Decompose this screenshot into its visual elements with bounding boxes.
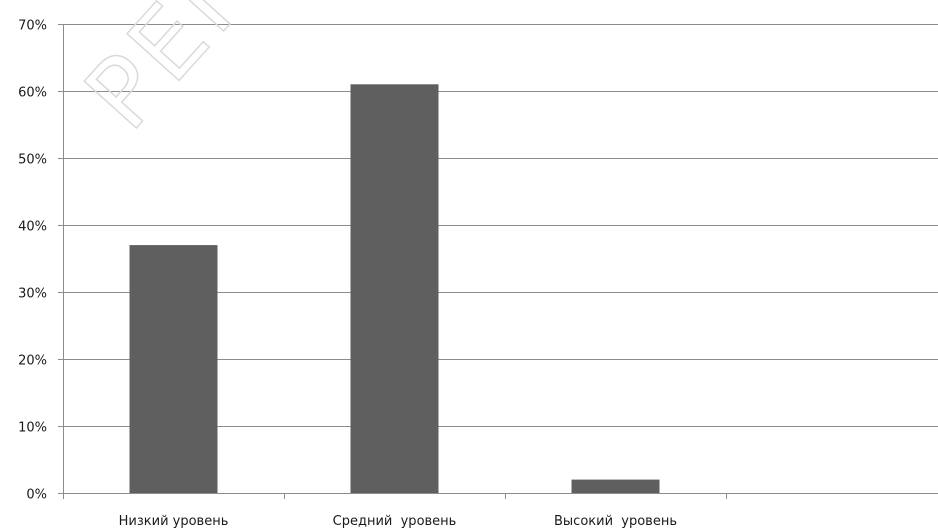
y-axis: 0% 10% 20% 30% 40% 50% 60% 70% [18, 19, 64, 503]
x-axis: Низкий уровень Средний уровень Высокий уро… [63, 493, 938, 529]
x-tick-label: Низкий уровень [119, 514, 229, 529]
y-tick-label: 0% [26, 488, 47, 503]
y-tick-label: 10% [18, 421, 47, 436]
y-tick-label: 40% [18, 220, 47, 235]
x-tick-label: Средний уровень [333, 514, 457, 529]
y-tick-label: 20% [18, 354, 47, 369]
y-tick-label: 30% [18, 287, 47, 302]
bar [350, 84, 439, 494]
y-tick-label: 50% [18, 153, 47, 168]
y-tick-label: 60% [18, 86, 47, 101]
bars [129, 84, 660, 494]
watermark: РЕП [63, 0, 287, 151]
bar [571, 479, 660, 493]
y-tick-label: 70% [18, 19, 47, 34]
x-tick-label: Высокий уровень [554, 514, 677, 529]
bar [129, 245, 218, 493]
watermark-text: РЕП [64, 0, 287, 150]
